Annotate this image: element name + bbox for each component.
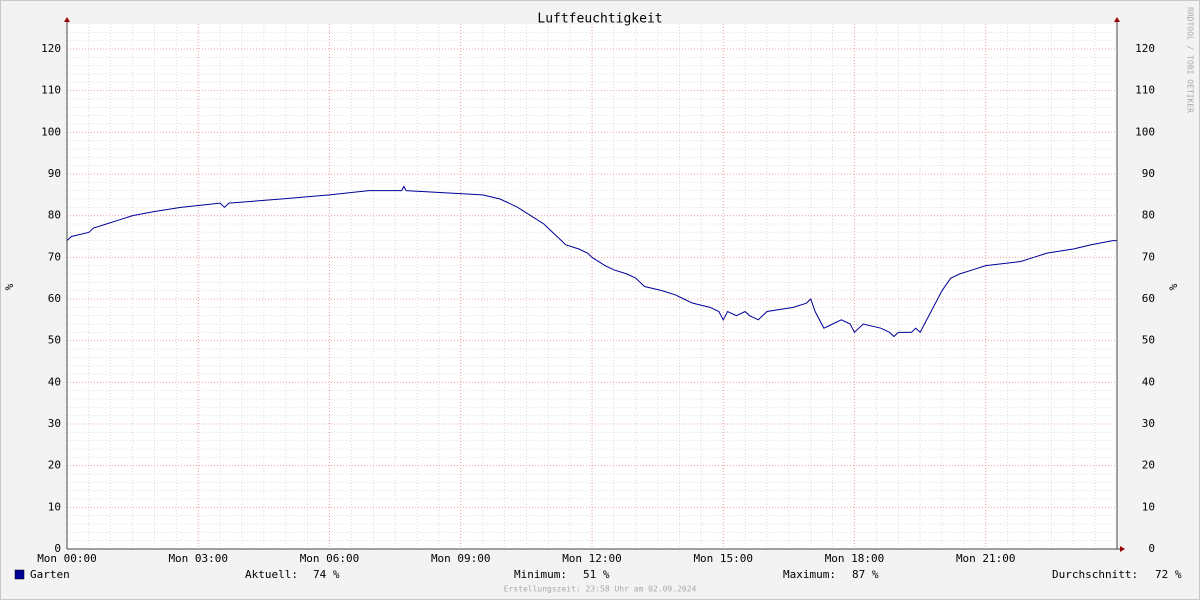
y2-tick-label: 110 [1135, 84, 1155, 97]
stat-value: 74 % [313, 568, 340, 581]
y2-tick-label: 20 [1142, 459, 1155, 472]
y2-tick-label: 120 [1135, 42, 1155, 55]
y2-tick-label: 100 [1135, 125, 1155, 138]
x-tick-label: Mon 03:00 [168, 552, 228, 565]
x-tick-label: Mon 12:00 [562, 552, 622, 565]
y-tick-label: 30 [48, 417, 61, 430]
stat-label: Durchschnitt: [1052, 568, 1138, 581]
y-tick-label: 90 [48, 167, 61, 180]
y2-tick-label: 40 [1142, 375, 1155, 388]
y-axis-label: % [3, 283, 16, 290]
y2-tick-label: 0 [1148, 542, 1155, 555]
axis-arrow [1114, 17, 1120, 22]
y2-tick-label: 30 [1142, 417, 1155, 430]
x-tick-label: Mon 09:00 [431, 552, 491, 565]
y2-tick-label: 10 [1142, 500, 1155, 513]
y2-tick-label: 90 [1142, 167, 1155, 180]
y-tick-label: 60 [48, 292, 61, 305]
x-tick-label: Mon 18:00 [825, 552, 885, 565]
grid [66, 24, 1117, 550]
x-tick-label: Mon 00:00 [37, 552, 97, 565]
y-tick-label: 20 [48, 459, 61, 472]
y2-tick-label: 70 [1142, 250, 1155, 263]
x-tick-label: Mon 06:00 [300, 552, 360, 565]
chart-title: Luftfeuchtigkeit [537, 12, 662, 27]
y-tick-label: 10 [48, 500, 61, 513]
legend-swatch [14, 569, 25, 580]
y-tick-label: 100 [41, 125, 61, 138]
stat-label: Maximum: [783, 568, 836, 581]
x-tick-label: Mon 21:00 [956, 552, 1016, 565]
y-tick-label: 50 [48, 334, 61, 347]
y2-tick-label: 60 [1142, 292, 1155, 305]
y2-tick-label: 50 [1142, 334, 1155, 347]
y-tick-label: 110 [41, 84, 61, 97]
y2-tick-label: 80 [1142, 209, 1155, 222]
y-tick-label: 0 [54, 542, 61, 555]
y-tick-label: 120 [41, 42, 61, 55]
y-tick-label: 40 [48, 375, 61, 388]
footer: Erstellungszeit: 23:58 Uhr am 02.09.2024 [504, 585, 697, 594]
watermark: RRDTOOL / TOBI OETIKER [1186, 7, 1195, 113]
stat-label: Minimum: [514, 568, 567, 581]
axis-arrow [1120, 546, 1125, 552]
stat-label: Aktuell: [245, 568, 298, 581]
stat-value: 87 % [852, 568, 879, 581]
y2-axis-label: % [1167, 283, 1180, 290]
axis-arrow [64, 17, 70, 22]
legend-label: Garten [30, 568, 70, 581]
marks [66, 185, 1117, 338]
stat-value: 51 % [583, 568, 610, 581]
y-tick-label: 70 [48, 250, 61, 263]
stat-value: 72 % [1155, 568, 1182, 581]
y-tick-label: 80 [48, 209, 61, 222]
data-line [66, 185, 1117, 338]
x-tick-label: Mon 15:00 [693, 552, 753, 565]
